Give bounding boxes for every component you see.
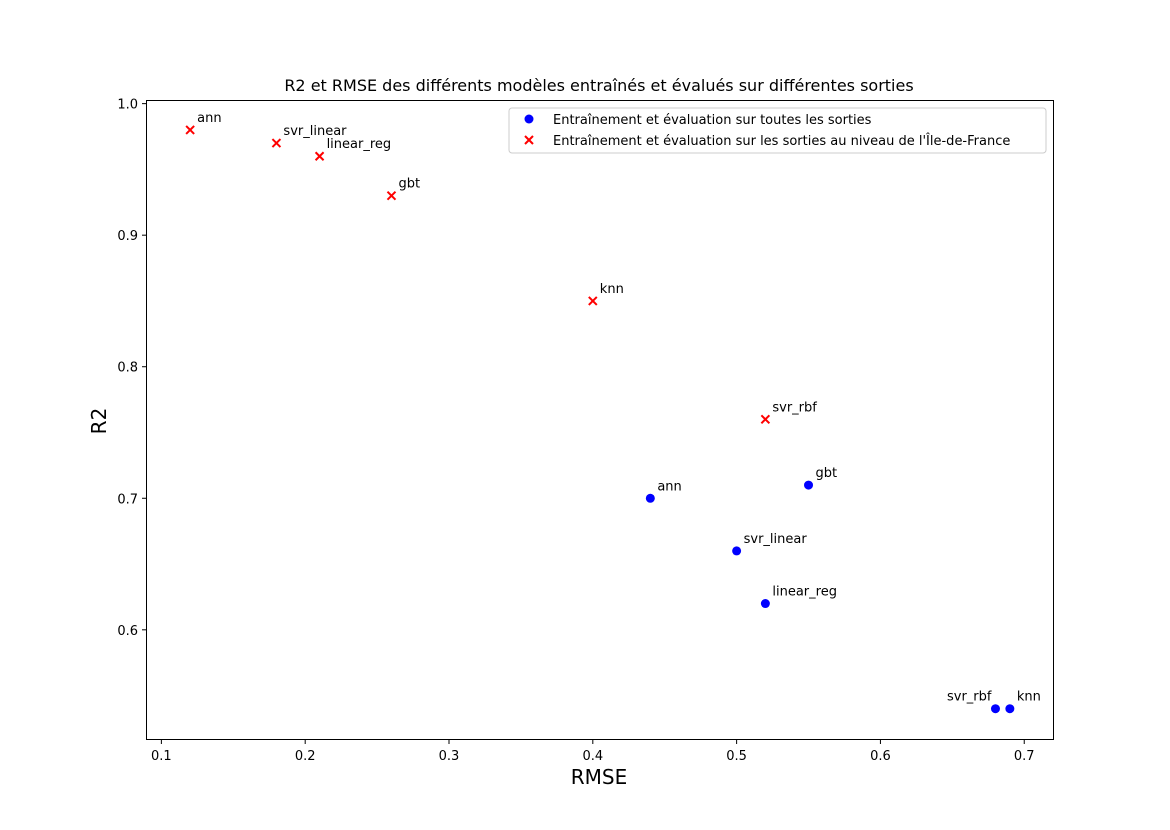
point-label: knn (600, 282, 624, 297)
data-point (990, 704, 1000, 714)
data-point (760, 414, 771, 425)
legend-label: Entraînement et évaluation sur toutes le… (553, 113, 872, 128)
data-point (386, 191, 397, 201)
x-tick-label: 0.7 (1014, 749, 1035, 764)
data-point (804, 480, 814, 490)
plot-frame (146, 100, 1054, 740)
point-label: ann (197, 111, 221, 126)
point-label: linear_reg (327, 137, 392, 152)
y-axis-label: R2 (87, 408, 111, 435)
point-label: linear_reg (772, 585, 837, 600)
x-tick-label: 0.2 (295, 749, 316, 764)
x-tick-label: 0.4 (582, 749, 603, 764)
x-axis-label: RMSE (571, 765, 627, 789)
point-label: knn (1017, 690, 1041, 705)
y-tick-label: 1.0 (117, 98, 138, 113)
data-point-stroke (588, 296, 598, 306)
point-label: gbt (816, 466, 838, 481)
point-label: ann (657, 479, 681, 494)
point-label: svr_rbf (772, 400, 817, 415)
chart-title: R2 et RMSE des différents modèles entraî… (284, 76, 913, 95)
x-tick-label: 0.5 (726, 749, 747, 764)
x-axis: 0.1 0.2 0.3 0.4 0.5 0.6 0.7 (151, 739, 1035, 764)
y-tick-label: 0.8 (117, 361, 138, 376)
point-label: svr_rbf (947, 690, 992, 705)
legend-marker (524, 114, 534, 124)
legend-marker (524, 135, 534, 145)
legend: Entraînement et évaluation sur toutes le… (508, 107, 1047, 154)
data-point-stroke (760, 414, 771, 425)
data-point (732, 546, 742, 556)
data-point (314, 151, 325, 161)
x-tick-label: 0.1 (151, 749, 172, 764)
x-tick-label: 0.3 (439, 749, 460, 764)
x-tick-label: 0.6 (870, 749, 891, 764)
data-point (588, 296, 598, 306)
data-point (185, 125, 195, 135)
legend-marker-stroke (524, 135, 534, 145)
y-axis: 0.6 0.7 0.8 0.9 1.0 (117, 98, 147, 639)
data-point (645, 493, 655, 503)
y-tick-label: 0.9 (117, 229, 138, 244)
data-point (1005, 704, 1015, 714)
y-tick-label: 0.7 (117, 492, 138, 507)
data-point-stroke (314, 151, 325, 161)
point-label: svr_linear (283, 124, 347, 139)
data-point-stroke (271, 138, 282, 148)
data-point-stroke (386, 191, 397, 201)
point-label: svr_linear (744, 532, 808, 547)
data-point-stroke (185, 125, 195, 135)
point-label: gbt (398, 177, 420, 192)
legend-label: Entraînement et évaluation sur les sorti… (553, 133, 1010, 149)
y-tick-label: 0.6 (117, 624, 138, 639)
legend-box (508, 107, 1047, 154)
data-point (271, 138, 282, 148)
data-point (760, 599, 770, 609)
